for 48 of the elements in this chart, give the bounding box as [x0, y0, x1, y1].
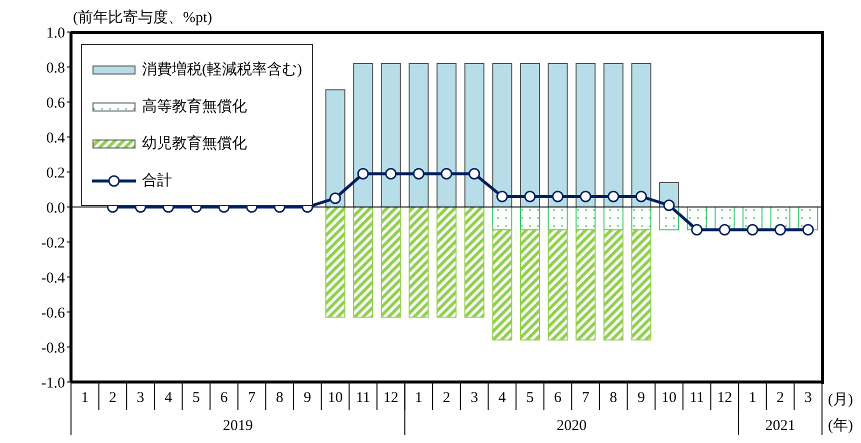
x-tick-label: 8 — [610, 390, 618, 406]
legend-label: 高等教育無償化 — [142, 97, 247, 116]
text: 2021 — [765, 418, 796, 434]
text: 2020 — [556, 418, 587, 434]
legend-label: 消費増税(軽減税率含む) — [142, 60, 302, 79]
x-tick-label: 2 — [776, 390, 784, 406]
x-tick-label: 6 — [554, 390, 562, 406]
text: (年) — [828, 417, 853, 434]
x-tick-label: 1 — [414, 390, 422, 406]
legend-label: 合計 — [142, 172, 172, 190]
x-tick-label: 10 — [662, 390, 677, 406]
x-tick-label: 3 — [804, 390, 812, 406]
x-tick-label: 8 — [276, 390, 284, 406]
y-tick-label: 0.6 — [46, 95, 66, 112]
y-tick-label: 0.4 — [46, 130, 66, 146]
y-tick-label: 0.0 — [46, 200, 65, 216]
x-tick-label: 7 — [248, 390, 256, 406]
x-tick-label: 10 — [328, 390, 343, 406]
y-tick-label: 1.0 — [46, 25, 65, 42]
x-tick-label: 11 — [690, 390, 704, 406]
x-tick-label: 9 — [637, 390, 645, 406]
x-tick-label: 4 — [498, 390, 506, 406]
y-axis-title: (前年比寄与度、%pt) — [73, 8, 212, 27]
y-tick-label: -0.4 — [41, 270, 66, 286]
x-tick-label: 4 — [164, 390, 173, 406]
x-tick-label: 9 — [304, 390, 312, 406]
x-tick-label: 5 — [526, 390, 534, 406]
x-tick-label: 2 — [108, 390, 116, 406]
x-tick-label: 1 — [81, 390, 89, 406]
x-tick-label: 12 — [717, 390, 732, 406]
x-tick-label: 12 — [383, 390, 398, 406]
y-tick-label: 0.2 — [46, 165, 65, 182]
x-axis-title: (月) — [828, 392, 853, 408]
x-tick-label: 11 — [356, 390, 370, 406]
x-tick-label: 5 — [192, 390, 200, 406]
x-tick-label: 7 — [582, 390, 590, 406]
x-tick-label: 3 — [470, 390, 478, 406]
y-tick-label: 0.8 — [46, 60, 65, 76]
legend-label: 幼児教育無償化 — [142, 134, 247, 153]
y-tick-label: -0.8 — [41, 340, 65, 356]
x-tick-label: 6 — [220, 390, 228, 406]
text: 2019 — [222, 418, 253, 434]
x-tick-label: 3 — [136, 390, 144, 406]
y-tick-label: -0.6 — [41, 305, 66, 322]
x-tick-label: 2 — [442, 390, 450, 406]
x-tick-label: 1 — [748, 390, 756, 406]
y-tick-label: -0.2 — [41, 235, 65, 252]
y-tick-label: -1.0 — [41, 375, 65, 392]
